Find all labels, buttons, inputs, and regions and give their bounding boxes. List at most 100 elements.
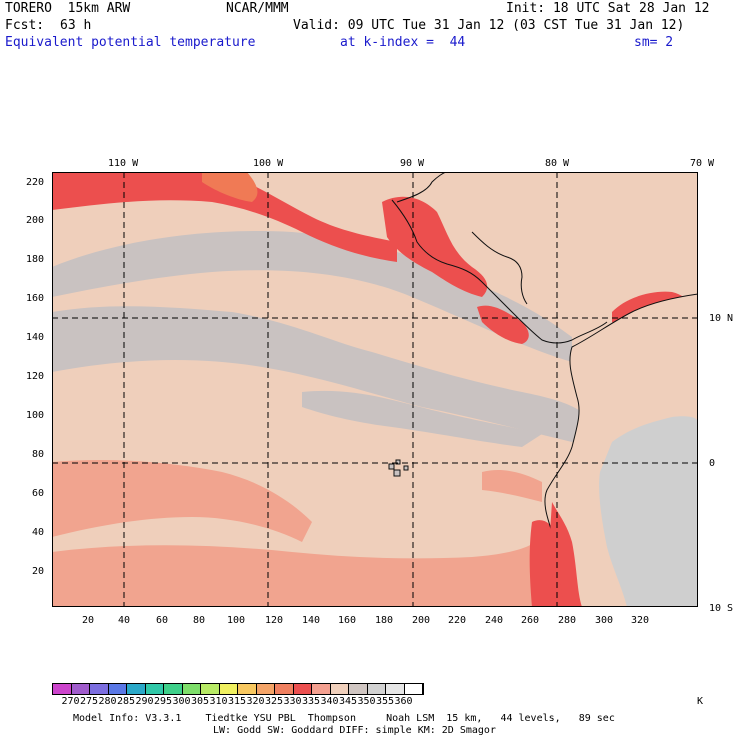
y-tick: 20 <box>32 566 45 577</box>
x-tick: 180 <box>375 615 394 626</box>
colorbar-label: 290 <box>135 696 154 707</box>
colorbar-label: 280 <box>98 696 117 707</box>
valid-time: Valid: 09 UTC Tue 31 Jan 12 (03 CST Tue … <box>293 18 685 33</box>
colorbar <box>52 683 424 695</box>
x-tick: 280 <box>558 615 577 626</box>
yucatan-coast <box>396 172 448 203</box>
red-guatemala <box>382 196 488 297</box>
orange-patch <box>202 172 258 202</box>
lon-label: 110 W <box>108 158 139 169</box>
map-plot <box>52 172 698 607</box>
caribbean-coast <box>471 231 528 305</box>
colorbar-label: 295 <box>154 696 173 707</box>
colorbar-label: 270 <box>61 696 80 707</box>
colorbar-label: 350 <box>357 696 376 707</box>
andes-red <box>550 502 582 607</box>
colorbar-unit: K <box>697 696 704 707</box>
y-tick: 160 <box>26 293 45 304</box>
y-tick: 220 <box>26 177 45 188</box>
center-name: NCAR/MMM <box>226 1 289 16</box>
colorbar-label: 285 <box>117 696 136 707</box>
x-tick: 40 <box>118 615 131 626</box>
x-tick: 60 <box>156 615 169 626</box>
colorbar-label: 315 <box>228 696 247 707</box>
salmon-south <box>52 537 542 607</box>
x-tick: 140 <box>302 615 321 626</box>
x-tick: 320 <box>631 615 650 626</box>
gray-band-north <box>52 231 572 362</box>
level-info: at k-index = 44 <box>340 35 466 50</box>
colorbar-swatch <box>182 684 201 694</box>
x-tick: 260 <box>521 615 540 626</box>
colorbar-swatch <box>90 684 109 694</box>
grid-lines <box>52 172 698 607</box>
colorbar-label: 335 <box>302 696 321 707</box>
salmon-band <box>52 460 312 542</box>
fcst-value: 63 h <box>60 18 92 33</box>
lat-label: 10 S <box>709 603 734 614</box>
x-tick: 120 <box>265 615 284 626</box>
smoothing-info: sm= 2 <box>634 35 674 50</box>
model-info: Model Info: V3.3.1 Tiedtke YSU PBL Thomp… <box>73 713 615 724</box>
red-costa-rica <box>477 305 529 344</box>
x-tick: 160 <box>338 615 357 626</box>
lon-label: 80 W <box>545 158 570 169</box>
colorbar-swatch <box>238 684 257 694</box>
colorbar-swatch <box>349 684 368 694</box>
y-tick: 120 <box>26 371 45 382</box>
colorbar-swatch <box>53 684 72 694</box>
lat-label: 10 N <box>709 313 734 324</box>
galapagos-islands <box>388 459 409 477</box>
x-tick: 80 <box>193 615 206 626</box>
salmon-east <box>482 470 542 502</box>
plot-frame <box>52 172 698 607</box>
colorbar-swatch <box>367 684 386 694</box>
colorbar-label: 340 <box>320 696 339 707</box>
colorbar-label: 330 <box>283 696 302 707</box>
x-tick: 100 <box>227 615 246 626</box>
lon-label: 90 W <box>400 158 425 169</box>
y-tick: 140 <box>26 332 45 343</box>
y-tick: 80 <box>32 449 45 460</box>
y-tick: 180 <box>26 254 45 265</box>
colorbar-label: 320 <box>246 696 265 707</box>
colorbar-label: 325 <box>265 696 284 707</box>
colorbar-swatch <box>404 684 423 694</box>
physics-info: LW: Godd SW: Goddard DIFF: simple KM: 2D… <box>213 725 496 736</box>
gray-band-mid <box>52 306 592 442</box>
colorbar-label: 310 <box>209 696 228 707</box>
x-tick: 300 <box>595 615 614 626</box>
central-america-coast <box>391 199 608 344</box>
x-tick: 20 <box>82 615 95 626</box>
y-tick: 200 <box>26 215 45 226</box>
colorbar-label: 355 <box>376 696 395 707</box>
map-svg <box>52 172 698 607</box>
init-time: Init: 18 UTC Sat 28 Jan 12 <box>506 1 710 16</box>
x-tick: 240 <box>485 615 504 626</box>
colorbar-label: 300 <box>172 696 191 707</box>
colorbar-swatch <box>386 684 405 694</box>
colorbar-label: 345 <box>339 696 358 707</box>
colorbar-swatch <box>275 684 294 694</box>
amazon-gray <box>599 416 698 607</box>
y-tick: 40 <box>32 527 45 538</box>
colorbar-swatch <box>293 684 312 694</box>
colorbar-swatch <box>312 684 331 694</box>
colorbar-swatch <box>256 684 275 694</box>
colorbar-swatch <box>71 684 90 694</box>
lon-label: 70 W <box>690 158 715 169</box>
fcst-label: Fcst: <box>5 18 45 33</box>
red-mexico-coast <box>52 172 397 262</box>
y-tick: 100 <box>26 410 45 421</box>
colorbar-label: 360 <box>394 696 413 707</box>
gray-band-south <box>302 390 542 447</box>
x-tick: 220 <box>448 615 467 626</box>
y-tick: 60 <box>32 488 45 499</box>
lon-label: 100 W <box>253 158 284 169</box>
colorbar-swatch <box>219 684 238 694</box>
colorbar-label: 305 <box>191 696 210 707</box>
colorbar-swatch <box>127 684 146 694</box>
colorbar-swatch <box>108 684 127 694</box>
model-name: TORERO 15km ARW <box>5 1 131 16</box>
colorbar-swatch <box>330 684 349 694</box>
